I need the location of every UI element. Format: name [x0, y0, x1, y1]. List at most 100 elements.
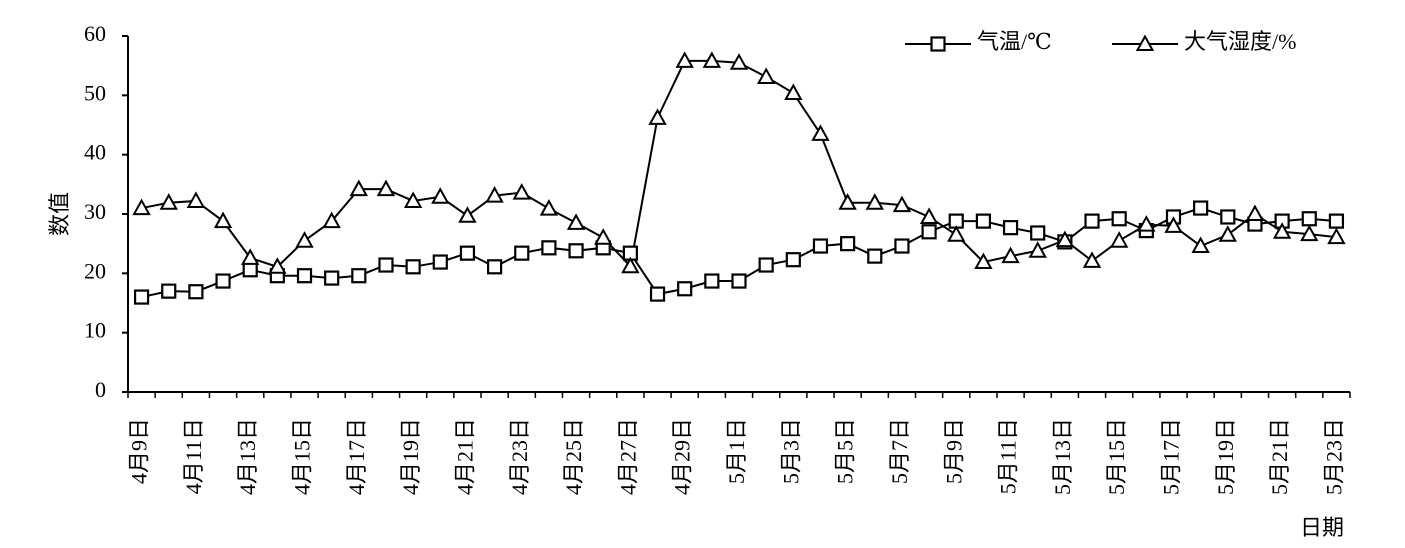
y-tick-label: 40 — [84, 140, 106, 165]
data-point — [594, 228, 613, 245]
x-tick-label: 5月19日 — [1213, 418, 1238, 495]
data-point — [403, 191, 423, 208]
data-point — [539, 199, 559, 216]
y-tick-label: 60 — [84, 21, 106, 46]
x-tick-label: 5月15日 — [1104, 418, 1129, 495]
data-point — [1109, 231, 1129, 248]
data-point — [431, 187, 450, 204]
data-point — [840, 236, 856, 252]
data-point — [159, 193, 178, 210]
data-point — [1328, 213, 1345, 229]
data-point — [295, 231, 314, 248]
data-point — [812, 238, 829, 254]
x-tick-label: 5月11日 — [996, 418, 1021, 494]
data-point — [677, 281, 693, 297]
data-point — [568, 243, 584, 259]
data-point — [322, 211, 341, 229]
data-point — [324, 270, 340, 286]
data-point — [758, 257, 774, 273]
data-point — [1327, 227, 1346, 245]
data-point — [351, 268, 367, 284]
legend-label: 气温/℃ — [977, 29, 1052, 54]
data-point — [649, 286, 666, 302]
x-tick-label: 4月17日 — [344, 418, 369, 495]
data-point — [1084, 213, 1100, 229]
x-tick-label: 5月7日 — [887, 418, 912, 484]
x-tick-label: 4月27日 — [615, 418, 640, 495]
data-point — [892, 195, 912, 213]
data-point — [242, 262, 258, 278]
data-point — [405, 259, 421, 275]
data-point — [785, 252, 801, 268]
data-point — [1028, 241, 1047, 258]
data-point — [921, 224, 937, 240]
data-point — [161, 283, 177, 299]
data-point — [296, 268, 313, 284]
data-point — [487, 259, 503, 275]
data-point — [974, 252, 993, 270]
data-point — [186, 191, 206, 208]
data-point — [621, 256, 640, 274]
data-point — [378, 257, 394, 273]
data-point — [865, 193, 884, 210]
x-tick-label: 5月21日 — [1267, 418, 1292, 495]
data-point — [702, 51, 722, 68]
x-axis-label: 日期 — [1300, 515, 1344, 540]
data-point — [1300, 224, 1319, 242]
data-point — [731, 273, 747, 289]
x-tick-label: 5月17日 — [1159, 418, 1184, 495]
legend-marker — [930, 36, 946, 52]
data-point — [432, 254, 448, 270]
data-point — [514, 245, 530, 261]
data-point — [1191, 236, 1210, 254]
data-point — [1301, 211, 1317, 227]
data-point — [133, 289, 150, 305]
legend-label: 大气湿度/% — [1184, 29, 1296, 54]
data-point — [1111, 211, 1127, 227]
data-point — [811, 124, 830, 141]
data-point — [132, 198, 151, 216]
x-tick-label: 5月9日 — [941, 418, 966, 484]
x-tick-label: 4月15日 — [290, 418, 315, 495]
data-point — [1002, 220, 1019, 236]
data-point — [675, 51, 694, 68]
x-tick-label: 5月5日 — [833, 418, 858, 484]
data-point — [1030, 225, 1046, 241]
x-tick-label: 5月3日 — [778, 418, 803, 484]
data-point — [241, 248, 260, 265]
data-point — [541, 240, 557, 256]
x-tick-label: 4月11日 — [181, 418, 206, 494]
data-point — [376, 179, 396, 197]
x-tick-label: 4月19日 — [398, 418, 423, 495]
data-point — [919, 207, 939, 224]
x-tick-label: 4月21日 — [452, 418, 477, 495]
data-point — [756, 67, 776, 84]
data-point — [566, 213, 586, 230]
y-axis-label: 数值 — [47, 192, 72, 236]
data-point — [1245, 204, 1265, 221]
data-point — [1272, 222, 1292, 239]
series-line — [141, 59, 1337, 269]
y-tick-label: 10 — [84, 318, 106, 343]
data-point — [704, 273, 720, 289]
data-point — [213, 211, 233, 229]
x-tick-label: 4月29日 — [670, 418, 695, 495]
data-point — [894, 238, 910, 254]
x-tick-label: 4月23日 — [507, 418, 532, 495]
x-tick-label: 4月13日 — [235, 418, 260, 495]
data-point — [1082, 251, 1102, 268]
x-tick-label: 4月9日 — [127, 418, 152, 484]
data-point — [975, 213, 992, 229]
data-point — [648, 108, 667, 125]
data-point — [349, 179, 369, 197]
data-point — [215, 273, 231, 289]
data-point — [784, 83, 803, 100]
data-point — [485, 186, 504, 203]
data-point — [512, 183, 531, 200]
x-tick-label: 4月25日 — [561, 418, 586, 495]
x-tick-label: 5月1日 — [724, 418, 749, 484]
x-tick-label: 5月13日 — [1050, 418, 1075, 495]
y-tick-label: 0 — [95, 377, 106, 402]
data-point — [1137, 215, 1156, 232]
